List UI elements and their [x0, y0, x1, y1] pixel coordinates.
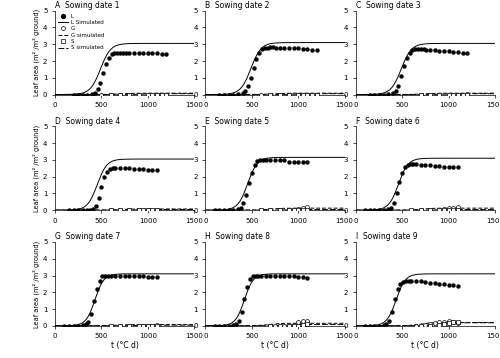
Text: I  Sowing date 9: I Sowing date 9 — [356, 232, 418, 241]
Text: B  Sowing date 2: B Sowing date 2 — [206, 1, 270, 10]
Text: F  Sowing date 6: F Sowing date 6 — [356, 117, 420, 126]
X-axis label: t (°C d): t (°C d) — [412, 341, 440, 350]
Text: E  Sowing date 5: E Sowing date 5 — [206, 117, 270, 126]
X-axis label: t (°C d): t (°C d) — [110, 341, 138, 350]
Text: H  Sowing date 8: H Sowing date 8 — [206, 232, 270, 241]
Text: C  Sowing date 3: C Sowing date 3 — [356, 1, 420, 10]
Y-axis label: Leaf area (m² /m² ground): Leaf area (m² /m² ground) — [32, 9, 40, 96]
Y-axis label: Leaf area (m² /m² ground): Leaf area (m² /m² ground) — [32, 240, 40, 328]
Y-axis label: Leaf area (m² /m² ground): Leaf area (m² /m² ground) — [32, 125, 40, 212]
Text: D  Sowing date 4: D Sowing date 4 — [55, 117, 120, 126]
Legend: L, L Simulated, G, G simulated, S, S simulated: L, L Simulated, G, G simulated, S, S sim… — [56, 13, 105, 52]
Text: A  Sowing date 1: A Sowing date 1 — [55, 1, 120, 10]
X-axis label: t (°C d): t (°C d) — [261, 341, 289, 350]
Text: G  Sowing date 7: G Sowing date 7 — [55, 232, 120, 241]
